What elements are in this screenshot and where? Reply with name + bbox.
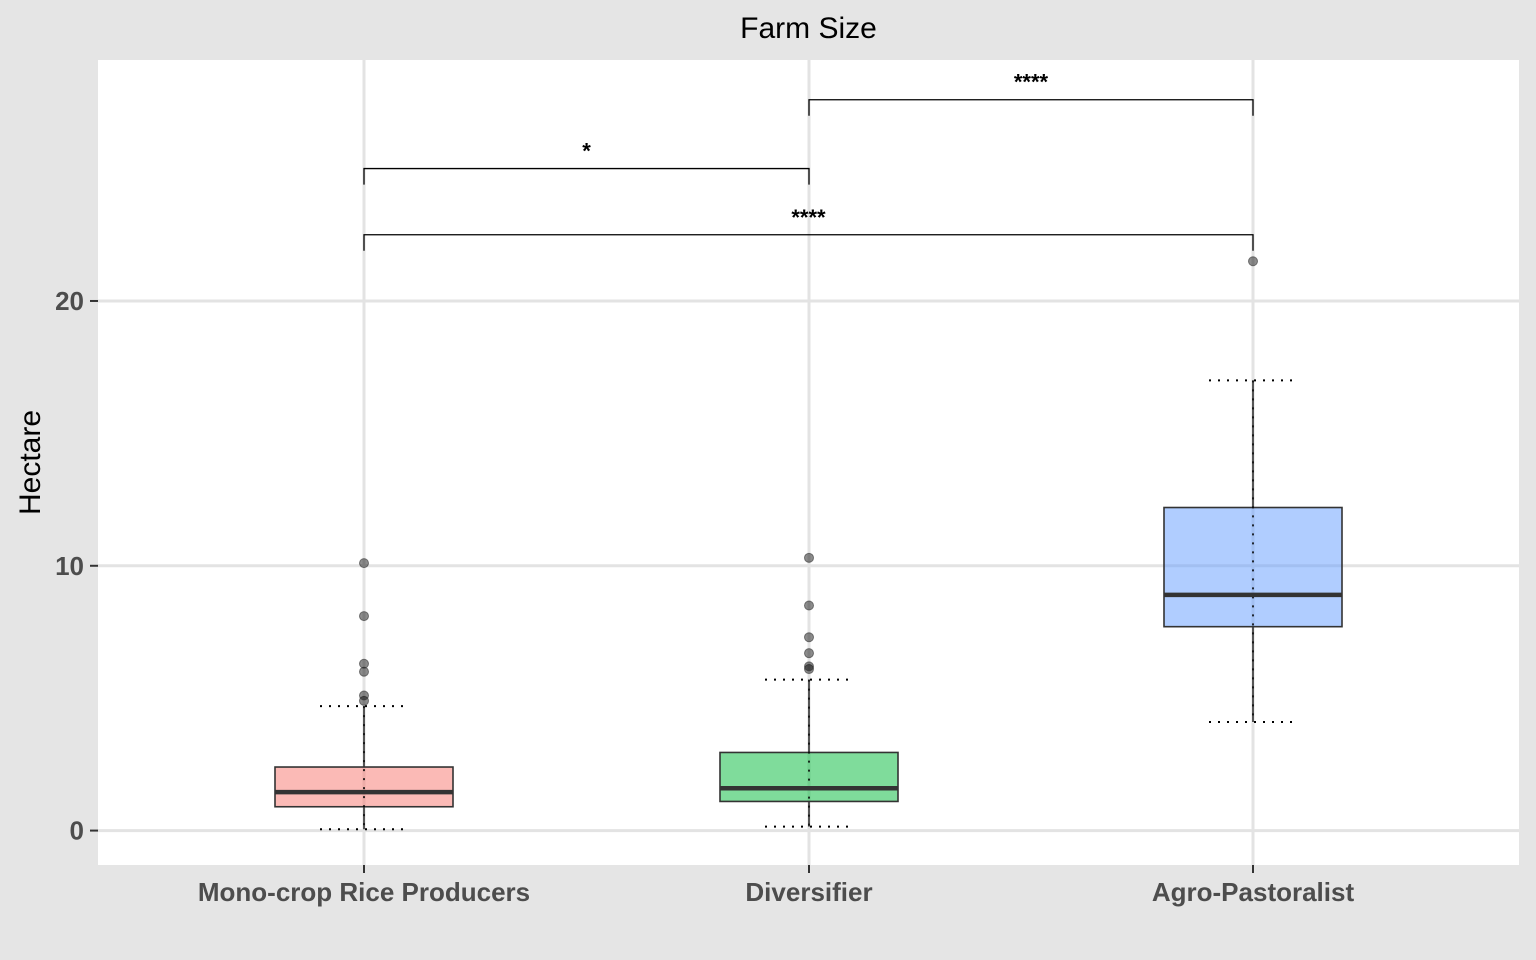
y-axis-title: Hectare: [14, 410, 47, 515]
outlier-point: [804, 552, 814, 563]
box: [719, 751, 899, 803]
significance-bracket: [363, 234, 1254, 251]
outlier-point: [359, 611, 369, 622]
outlier-point: [804, 648, 814, 659]
outlier-point: [804, 632, 814, 643]
outlier-point: [359, 690, 369, 701]
chart-title: Farm Size: [740, 12, 877, 45]
outlier-point: [359, 666, 369, 677]
significance-label: *: [582, 139, 591, 164]
y-tick-label: 0: [70, 816, 84, 846]
outlier-point: [804, 600, 814, 611]
outlier-point: [804, 661, 814, 672]
significance-label: ****: [791, 205, 826, 230]
outlier-point: [1248, 256, 1258, 267]
significance-label: ****: [1014, 70, 1049, 95]
x-tick-label: Agro-Pastoralist: [1152, 877, 1355, 907]
outlier-point: [359, 695, 369, 706]
box: [274, 766, 454, 808]
y-tick-label: 10: [55, 551, 84, 581]
x-tick-label: Mono-crop Rice Producers: [198, 877, 530, 907]
significance-bracket: [363, 167, 810, 185]
outlier-point: [359, 558, 369, 569]
y-tick-label: 20: [55, 286, 84, 316]
x-tick-label: Diversifier: [745, 877, 872, 907]
outlier-point: [804, 664, 814, 675]
outlier-point: [359, 658, 369, 669]
significance-bracket: [808, 99, 1254, 116]
